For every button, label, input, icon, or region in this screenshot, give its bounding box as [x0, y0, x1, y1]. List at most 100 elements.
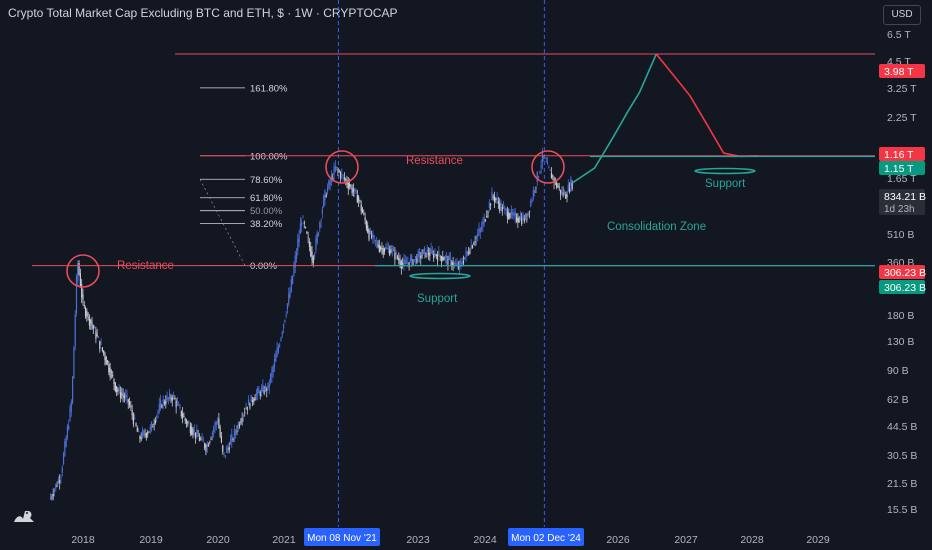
candle [495, 197, 497, 200]
candle [81, 283, 83, 298]
candle [431, 251, 434, 254]
candle [469, 250, 471, 254]
candle [213, 428, 215, 432]
candle [139, 436, 141, 439]
candle [103, 350, 105, 354]
candle [424, 247, 426, 254]
candle [189, 425, 191, 434]
candle [471, 245, 474, 249]
y-tick-label: 21.5 B [887, 478, 917, 490]
candle [196, 430, 198, 435]
candle [513, 211, 515, 216]
candle [53, 489, 56, 492]
candle [90, 319, 92, 324]
candle [83, 305, 85, 307]
candle [364, 217, 366, 221]
candle [464, 257, 466, 260]
candle [179, 406, 181, 409]
candle [487, 211, 489, 213]
candle [348, 183, 351, 187]
candle [510, 209, 512, 215]
fib-extension: 423.60%361.80%261.80%161.80%100.00%78.60… [199, 83, 288, 272]
candle [79, 273, 81, 288]
candle [82, 294, 84, 300]
candle [531, 199, 533, 202]
x-tick-label: 2029 [806, 534, 830, 546]
candle [84, 307, 87, 317]
candle [484, 219, 487, 221]
candle [64, 441, 66, 456]
candle [149, 426, 151, 431]
candle [235, 431, 237, 434]
candle [396, 256, 399, 259]
candle [276, 348, 278, 357]
candle [558, 187, 560, 189]
y-tick-label: 510 B [887, 229, 914, 241]
candle [238, 424, 241, 427]
candle [395, 252, 397, 255]
fib-level-label: 61.80% [250, 193, 283, 204]
candle [457, 266, 459, 269]
candle [325, 195, 327, 197]
candle [434, 253, 436, 255]
candle [304, 227, 307, 229]
candle [345, 178, 347, 180]
candle [192, 428, 194, 436]
annotation-label: Consolidation Zone [607, 221, 706, 233]
candle [59, 480, 61, 483]
candle [553, 177, 555, 183]
candle [113, 378, 115, 385]
candle [135, 423, 137, 426]
candle [128, 401, 131, 406]
candle [409, 257, 412, 262]
candle [306, 231, 308, 234]
candle [508, 212, 510, 219]
resistance-circle-1 [66, 254, 100, 288]
candle [557, 184, 559, 188]
candle [138, 431, 140, 433]
candle [534, 191, 536, 193]
candle [355, 189, 357, 194]
y-tick-label: 180 B [887, 310, 914, 322]
candle [567, 184, 569, 192]
candle [70, 401, 72, 412]
candle [178, 404, 180, 406]
y-tick-label: 15.5 B [887, 504, 917, 516]
candle [254, 397, 256, 401]
candle [446, 255, 448, 259]
candle [161, 404, 163, 408]
candle [60, 477, 62, 479]
x-tick-label: 2019 [139, 534, 163, 546]
candle [257, 388, 259, 395]
candle [229, 439, 232, 445]
candle [323, 195, 325, 207]
candle [108, 364, 110, 373]
candle [183, 415, 185, 418]
candle [207, 444, 210, 447]
candle [218, 418, 220, 428]
candle [284, 319, 286, 323]
candle [197, 435, 199, 437]
candle [474, 241, 476, 243]
candle [418, 251, 421, 257]
candle [475, 236, 478, 239]
candle [162, 399, 164, 403]
candle [442, 256, 444, 261]
y-tick-label: 130 B [887, 336, 914, 348]
candle [94, 326, 96, 329]
candle [262, 384, 264, 391]
candle [506, 211, 509, 219]
candle [65, 437, 67, 447]
chart-grid [337, 0, 545, 527]
candle [241, 418, 243, 422]
y-tick-label: 2.25 T [887, 112, 917, 124]
currency-button[interactable]: USD [883, 5, 921, 25]
price-badge-countdown: 1d 23h [884, 204, 915, 215]
candle [214, 423, 216, 429]
candle [245, 407, 247, 410]
candle [458, 261, 461, 268]
candle [408, 262, 410, 267]
candle [271, 369, 273, 378]
candle [55, 483, 57, 489]
